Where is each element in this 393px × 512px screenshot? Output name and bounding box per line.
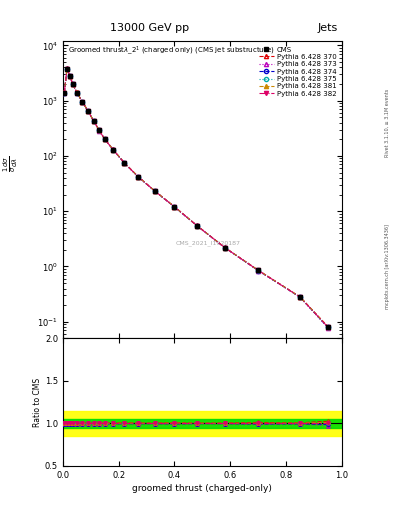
Text: Rivet 3.1.10, ≥ 3.1M events: Rivet 3.1.10, ≥ 3.1M events bbox=[385, 89, 390, 157]
Text: 13000 GeV pp: 13000 GeV pp bbox=[110, 23, 189, 33]
Y-axis label: Ratio to CMS: Ratio to CMS bbox=[33, 378, 42, 426]
X-axis label: groomed thrust (charged-only): groomed thrust (charged-only) bbox=[132, 484, 272, 493]
Text: Jets: Jets bbox=[318, 23, 338, 33]
Text: CMS_2021_I1920187: CMS_2021_I1920187 bbox=[176, 241, 241, 246]
Text: mcplots.cern.ch [arXiv:1306.3436]: mcplots.cern.ch [arXiv:1306.3436] bbox=[385, 224, 390, 309]
Text: Groomed thrust$\lambda\_2^1$ (charged only) (CMS jet substructure): Groomed thrust$\lambda\_2^1$ (charged on… bbox=[68, 44, 275, 57]
Text: $\frac{1}{\sigma}\frac{d\sigma}{d\lambda}$: $\frac{1}{\sigma}\frac{d\sigma}{d\lambda… bbox=[2, 156, 20, 172]
Legend: CMS, Pythia 6.428 370, Pythia 6.428 373, Pythia 6.428 374, Pythia 6.428 375, Pyt: CMS, Pythia 6.428 370, Pythia 6.428 373,… bbox=[257, 45, 338, 99]
